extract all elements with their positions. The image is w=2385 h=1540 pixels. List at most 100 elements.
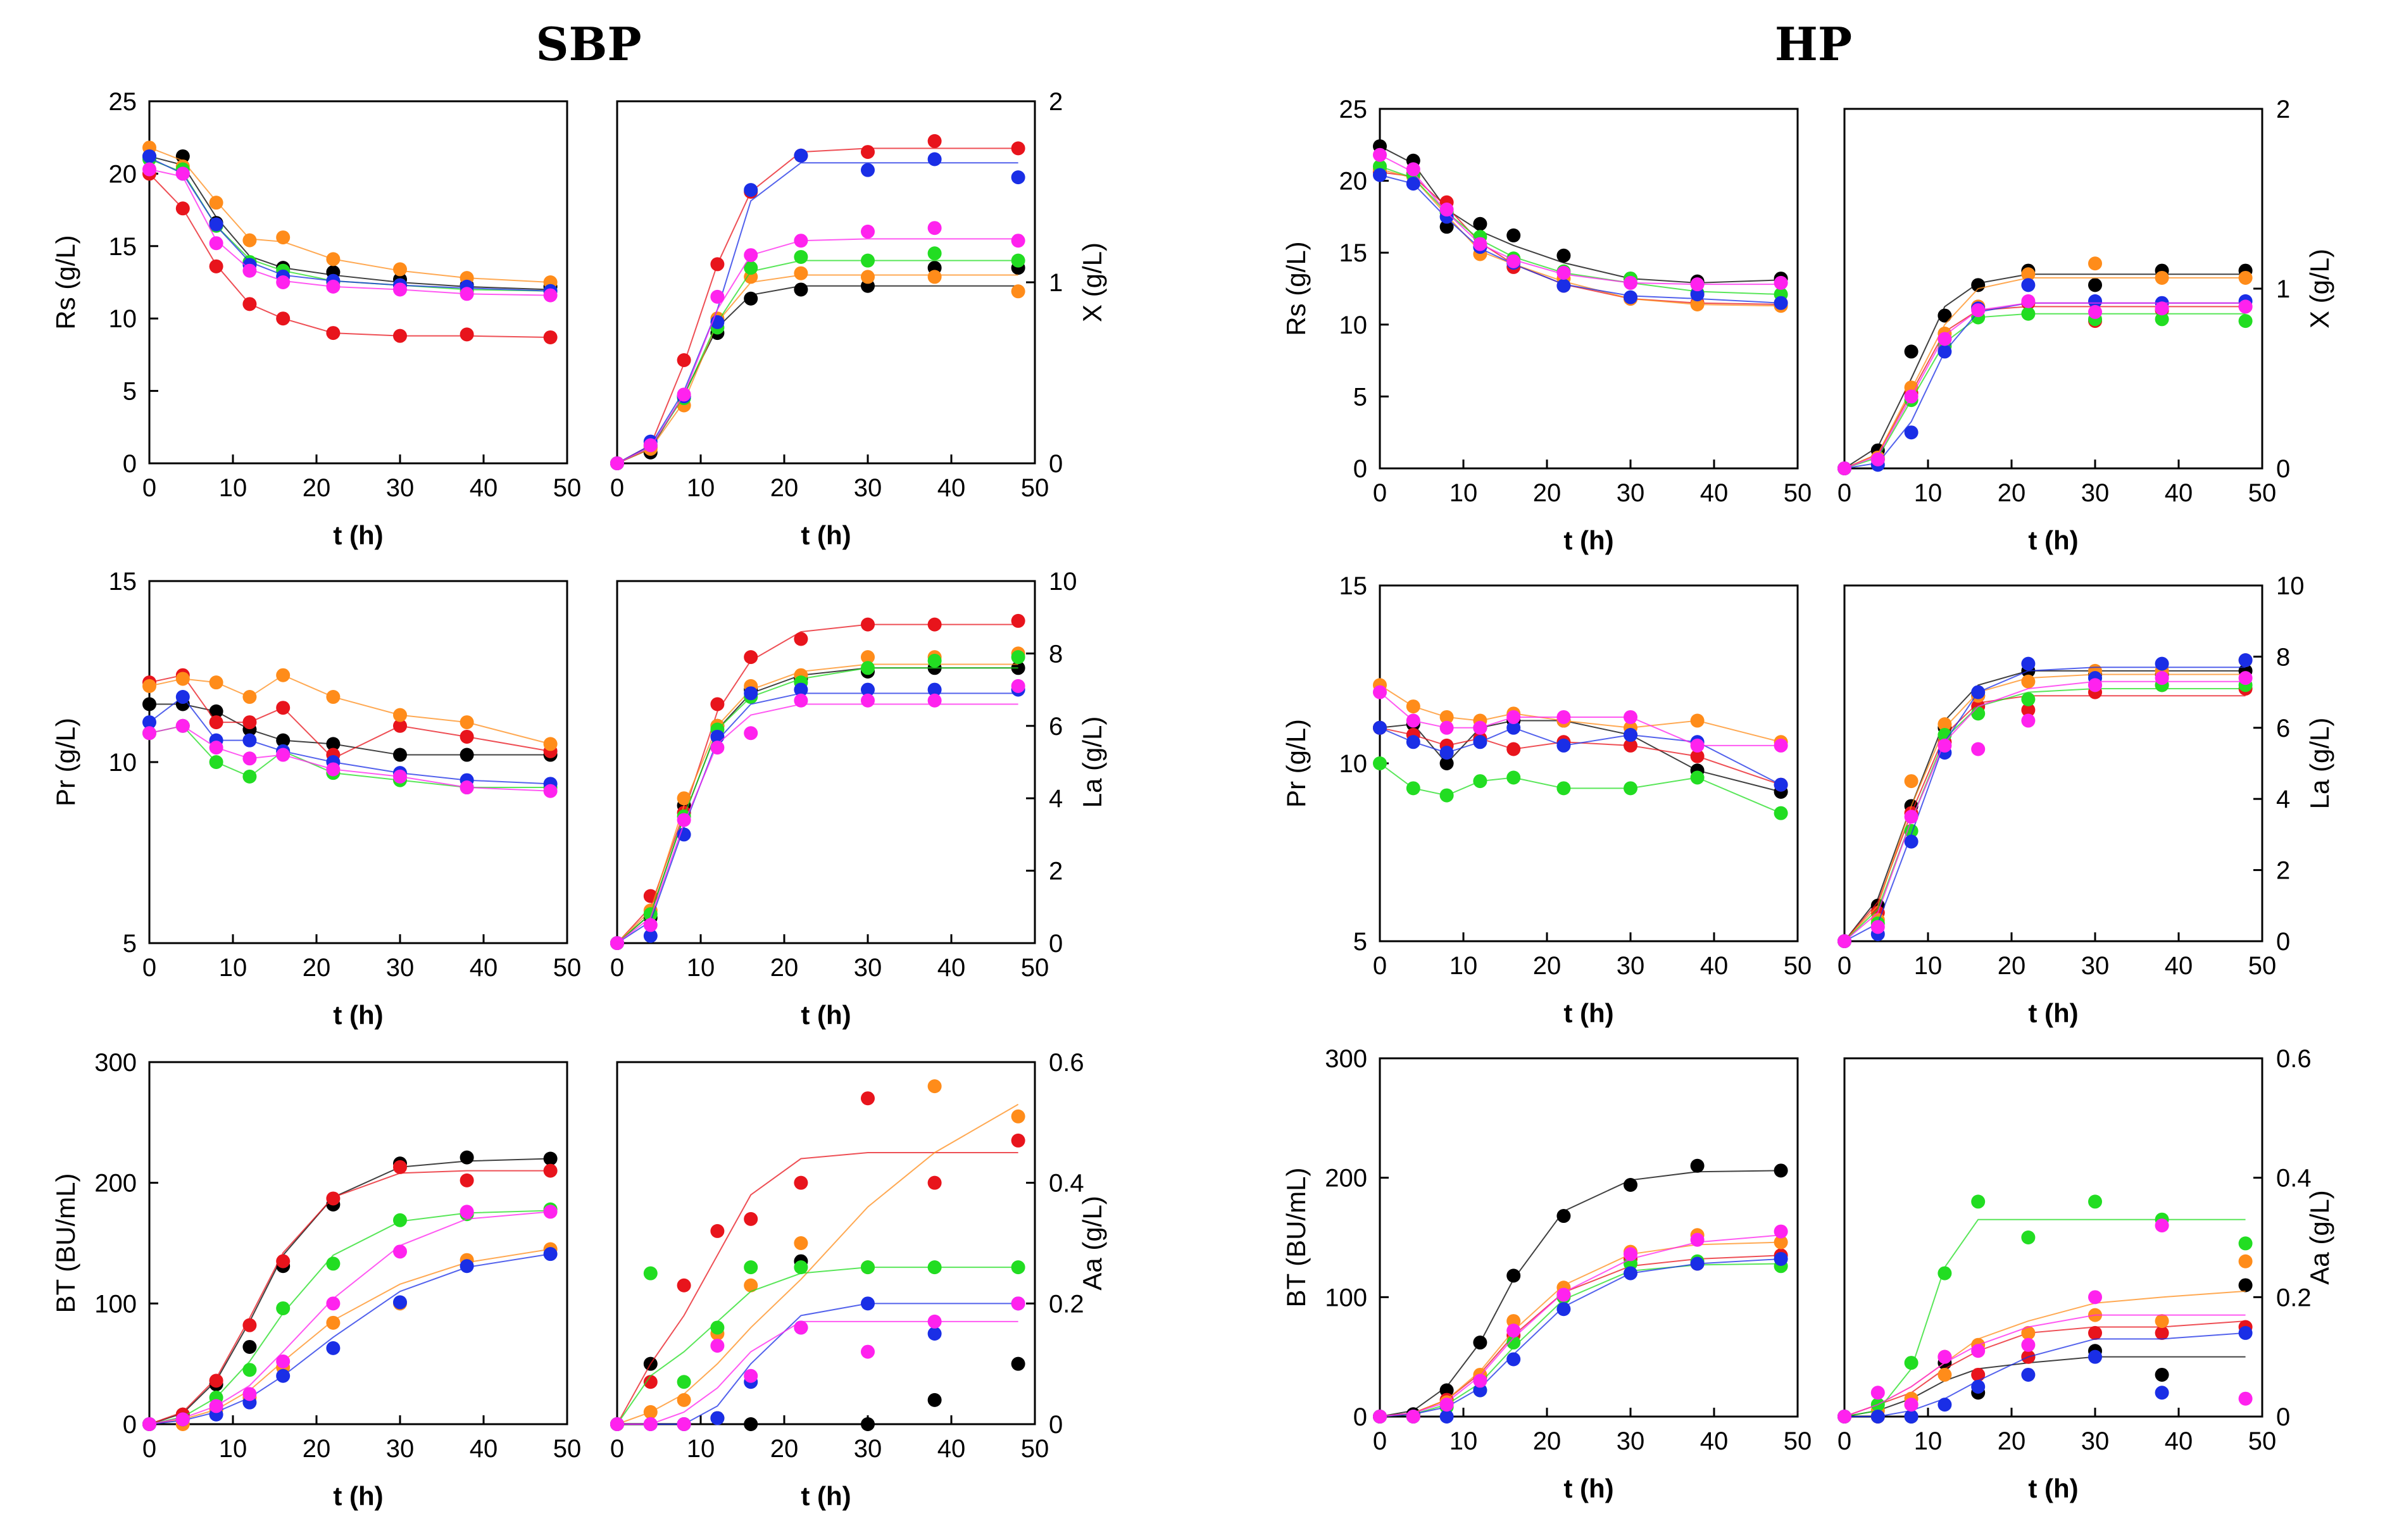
sbp-la-point-red [1011, 613, 1025, 628]
sbp-pr-point-magenta [142, 726, 156, 741]
hp-bt-point-magenta [1406, 1410, 1420, 1424]
hp-pr-point-blue [1373, 720, 1387, 735]
hp-la-ytick-label: 10 [2276, 572, 2305, 600]
sbp-pr-point-red [460, 729, 474, 744]
hp-aa-point-blue [2021, 1367, 2036, 1382]
hp-aa-fit-red [1844, 1320, 2246, 1417]
hp-bt-xlabel: t (h) [1563, 1474, 1613, 1503]
hp-aa-point-green [1937, 1266, 1952, 1280]
sbp-aa-point-red [677, 1278, 691, 1293]
sbp-la-point-magenta [794, 693, 808, 708]
hp-rs-ytick-label: 20 [1339, 168, 1368, 196]
sbp-la-point-green [1011, 650, 1025, 665]
hp-la-point-magenta [2088, 678, 2102, 692]
hp-la-point-orange [2021, 674, 2036, 689]
hp-pr-xtick-label: 30 [1617, 952, 1645, 980]
sbp-pr-point-magenta [326, 762, 341, 777]
sbp-aa-ytick-label: 0.2 [1049, 1290, 1084, 1318]
hp-pr-fit-black [1379, 720, 1781, 792]
sbp-bt-point-green [326, 1256, 341, 1271]
sbp-rs-chart: 0 10 20 30 40 50 t (h) 0 5 10 15 20 25 Rs (g/L) [51, 88, 581, 550]
sbp-bt-chart: 0 10 20 30 40 50 t (h) 0 100 200 300 BT (BU/mL) [51, 1049, 581, 1511]
sbp-pr-point-orange [460, 715, 474, 730]
sbp-bt-xtick-label: 0 [142, 1435, 156, 1463]
sbp-rs-point-orange [326, 252, 341, 266]
hp-pr-point-green [1373, 756, 1387, 770]
sbp-rs-ytick-label: 20 [109, 160, 137, 188]
hp-aa-xlabel: t (h) [2028, 1474, 2078, 1503]
hp-pr-fit-green [1379, 763, 1781, 814]
sbp-rs-xtick-label: 30 [386, 474, 415, 502]
sbp-pr-ylabel: Pr (g/L) [51, 718, 80, 806]
sbp-aa-point-red [643, 1375, 658, 1389]
hp-x-xtick-label: 30 [2081, 479, 2110, 507]
hp-bt-point-black [1690, 1158, 1705, 1173]
sbp-aa-ytick-label: 0 [1049, 1411, 1063, 1439]
hp-x-xtick-label: 0 [1837, 479, 1851, 507]
sbp-aa-point-magenta [710, 1339, 725, 1353]
sbp-pr-point-blue [175, 690, 190, 704]
sbp-rs-point-red [209, 259, 223, 273]
sbp-pr-point-orange [209, 675, 223, 690]
hp-la-ytick-label: 4 [2276, 786, 2290, 813]
sbp-pr-xtick-label: 20 [303, 954, 331, 982]
hp-pr-point-blue [1624, 728, 1637, 742]
sbp-bt-fit-green [149, 1210, 551, 1425]
sbp-x-point-green [794, 249, 808, 264]
sbp-bt-point-magenta [175, 1412, 190, 1427]
sbp-aa-point-red [710, 1224, 725, 1238]
hp-la-point-magenta [2155, 671, 2169, 685]
hp-aa-ytick-label: 0.6 [2276, 1045, 2312, 1073]
sbp-pr-xtick-label: 0 [142, 954, 156, 982]
sbp-bt-ylabel: BT (BU/mL) [51, 1174, 80, 1313]
sbp-aa-point-magenta [927, 1314, 942, 1329]
sbp-bt-fit-magenta [149, 1211, 551, 1425]
hp-bt-point-magenta [1624, 1247, 1637, 1261]
hp-aa-point-red [1971, 1367, 1986, 1382]
sbp-la-point-blue [677, 827, 691, 842]
sbp-pr-point-red [393, 718, 407, 733]
hp-rs-point-blue [1406, 177, 1420, 191]
sbp-x-xtick-label: 40 [937, 474, 966, 502]
hp-aa-xtick-label: 40 [2165, 1427, 2193, 1455]
sbp-x-point-orange [927, 270, 942, 284]
sbp-bt-point-magenta [326, 1296, 341, 1311]
hp-pr-ytick-label: 10 [1339, 750, 1368, 778]
sbp-bt-point-black [242, 1339, 257, 1354]
hp-aa-point-orange [1937, 1367, 1952, 1382]
sbp-bt-point-orange [326, 1315, 341, 1330]
sbp-rs-xlabel: t (h) [333, 520, 383, 550]
sbp-rs-point-red [326, 326, 341, 341]
sbp-aa-point-magenta [744, 1368, 758, 1383]
sbp-rs-xtick-label: 50 [553, 474, 582, 502]
hp-la-point-green [2021, 692, 2036, 706]
sbp-aa-point-red [794, 1175, 808, 1190]
sbp-x-point-red [927, 134, 942, 148]
hp-pr-point-green [1690, 770, 1705, 785]
sbp-bt-point-blue [393, 1295, 407, 1310]
hp-bt-point-magenta [1690, 1232, 1705, 1247]
sbp-aa-point-orange [1011, 1109, 1025, 1124]
hp-bt-xtick-label: 50 [1784, 1427, 1812, 1455]
hp-bt-frame [1379, 1057, 1799, 1418]
hp-bt-point-blue [1774, 1251, 1788, 1266]
sbp-x-point-orange [794, 266, 808, 280]
sbp-bt-point-blue [276, 1368, 291, 1383]
hp-bt-ytick-label: 200 [1325, 1165, 1367, 1193]
sbp-la-ytick-label: 10 [1049, 568, 1077, 596]
hp-bt-point-blue [1690, 1256, 1705, 1271]
sbp-rs-point-red [460, 327, 474, 342]
hp-aa-xtick-label: 50 [2248, 1427, 2277, 1455]
hp-rs-point-magenta [1473, 237, 1487, 251]
hp-pr-point-orange [1439, 710, 1454, 724]
sbp-rs-point-orange [242, 233, 257, 247]
hp-pr-point-blue [1406, 735, 1420, 749]
sbp-la-fit-red [617, 623, 1018, 944]
hp-aa-ytick-label: 0.4 [2276, 1165, 2312, 1193]
sbp-bt-point-red [326, 1191, 341, 1206]
sbp-la-point-orange [677, 791, 691, 806]
sbp-pr-point-orange [242, 690, 257, 704]
sbp-pr-point-orange [276, 668, 291, 682]
sbp-la-xtick-label: 50 [1021, 954, 1049, 982]
sbp-aa-ytick-label: 0.4 [1049, 1170, 1084, 1198]
